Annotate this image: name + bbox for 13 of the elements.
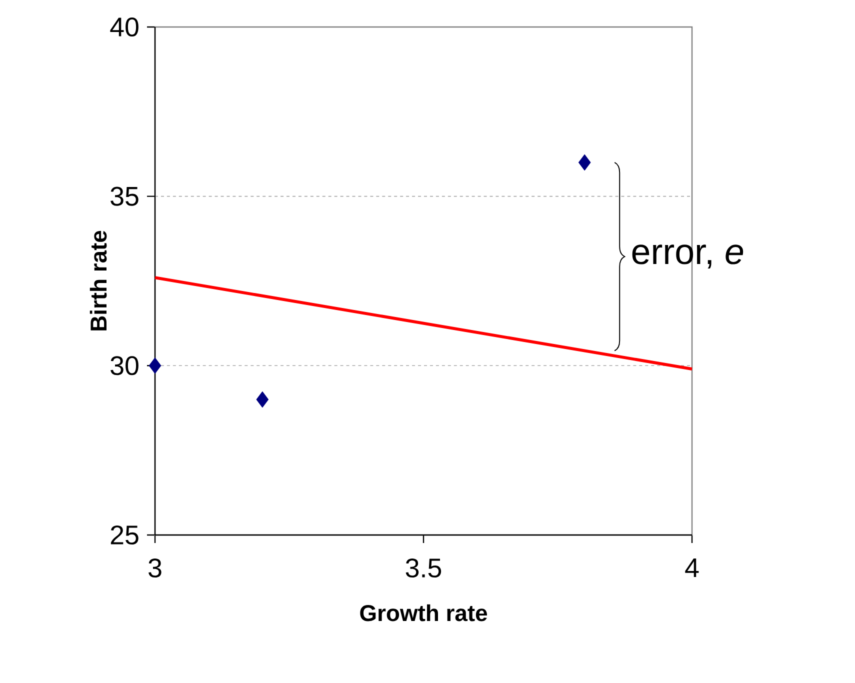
y-tick-label: 35	[110, 186, 138, 206]
x-tick-label: 4	[685, 558, 699, 578]
y-tick-label: 30	[110, 356, 138, 376]
annotation: error, e	[632, 244, 744, 269]
point	[256, 391, 269, 408]
y-tick-label: 25	[110, 525, 138, 545]
x-axis-title: Growth rate	[360, 604, 488, 622]
y-tick-label: 40	[110, 17, 138, 37]
point	[578, 154, 591, 171]
y-axis-title: Birth rate	[90, 230, 107, 330]
point	[148, 357, 162, 374]
x-tick-label: 3.5	[406, 558, 442, 578]
x-tick-label: 3	[148, 558, 162, 578]
